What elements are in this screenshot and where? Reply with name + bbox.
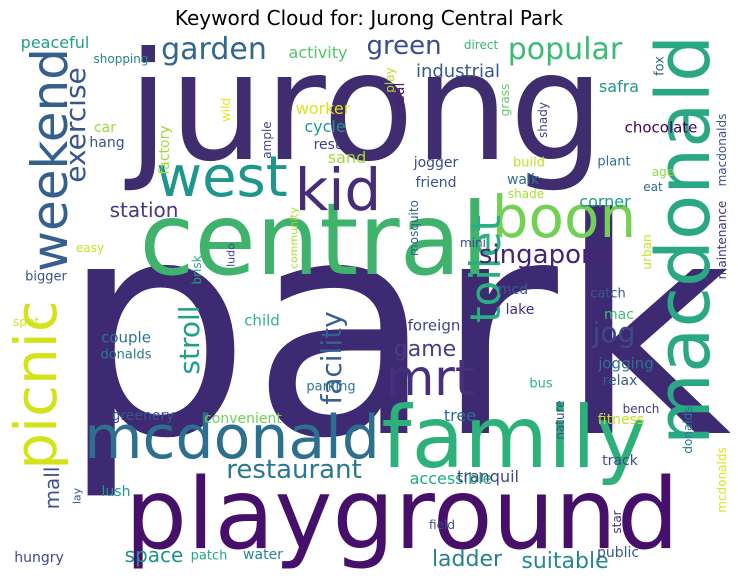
cloud-word-mrt-13: mrt [385, 349, 475, 407]
cloud-word-lay-95: lay [70, 487, 84, 505]
cloud-word-child-71: child [244, 311, 280, 330]
cloud-word-bigger-69: bigger [25, 269, 67, 285]
cloud-word-easy-66: easy [75, 241, 105, 255]
cloud-word-maintenance-52: maintenance [715, 200, 729, 280]
cloud-word-walk-60: walk [506, 172, 540, 188]
cloud-word-park-1: park [60, 155, 730, 504]
cloud-word-station-28: station [109, 198, 179, 222]
cloud-word-singapore-21: singapore [478, 240, 608, 270]
cloud-word-relax-81: relax [602, 373, 638, 389]
cloud-word-jogging-80: jogging [598, 354, 654, 373]
cloud-word-factory-39: factory [157, 125, 173, 175]
cloud-word-track-93: track [602, 453, 638, 469]
cloud-word-mac-78: mac [604, 307, 634, 323]
cloud-word-tree-85: tree [443, 406, 477, 425]
cloud-word-playground-4: playground [124, 458, 680, 572]
cloud-word-mall-29: mall [40, 466, 64, 510]
cloud-word-accessible-91: accessible [409, 469, 493, 488]
cloud-word-fox-48: fox [652, 56, 668, 76]
cloud-word-jurong-2: jurong [127, 35, 605, 195]
cloud-word-west-12: west [156, 145, 288, 210]
cloud-word-tranquil-92: tranquil [457, 467, 519, 486]
cloud-word-shady-47: shady [536, 102, 550, 138]
cloud-word-bus-82: bus [529, 376, 553, 392]
cloud-word-patch-99: patch [190, 548, 228, 564]
cloud-word-donalds-73: donalds [100, 347, 152, 363]
cloud-word-meal-45: meal [392, 82, 408, 118]
cloud-word-sand-36: sand [327, 148, 367, 167]
cloud-word-brisk-67: brisk [190, 255, 204, 285]
cloud-word-convenient-84: convenient [204, 411, 282, 427]
cloud-word-jog-23: jog [592, 316, 636, 349]
cloud-word-kid-11: kid [294, 156, 382, 224]
cloud-word-fitness-87: fitness [597, 412, 645, 428]
cloud-word-restaurant-19: restaurant [226, 455, 362, 485]
cloud-word-field-96: field [429, 518, 455, 532]
cloud-word-ample-42: ample [260, 121, 274, 159]
cloud-word-ludo-68: ludo [224, 243, 238, 267]
cloud-word-stroll-22: stroll [173, 305, 206, 375]
cloud-word-popular-16: popular [507, 35, 623, 67]
cloud-word-donalds-89: donalds [681, 406, 695, 454]
cloud-word-suitable-26: suitable [521, 549, 609, 574]
cloud-word-grass-46: grass [498, 83, 512, 117]
cloud-word-greenery-83: greenery [111, 408, 175, 424]
cloud-word-foreign-74: foreign [407, 316, 461, 335]
cloud-word-direct-44: direct [463, 38, 499, 52]
cloud-word-central-3: central [139, 181, 489, 298]
cloud-word-age-54: age [651, 165, 675, 179]
cloud-word-mosquito-62: mosquito [407, 200, 421, 256]
chart-title: Keyword Cloud for: Jurong Central Park [174, 6, 564, 30]
cloud-word-mcdonald-7: mcdonald [84, 403, 380, 473]
cloud-word-lake-76: lake [505, 302, 535, 318]
cloud-word-urban-64: urban [640, 234, 654, 270]
cloud-word-car-37: car [93, 120, 117, 136]
cloud-word-water-100: water [243, 547, 283, 563]
cloud-word-plant-53: plant [597, 154, 631, 170]
cloud-word-boon-10: boon [491, 183, 637, 251]
cloud-word-jogger-56: jogger [413, 155, 459, 171]
cloud-word-catch-77: catch [590, 286, 626, 302]
cloud-word-nature-86: nature [553, 400, 567, 440]
cloud-word-couple-72: couple [101, 328, 151, 347]
cloud-word-chocolate-50: chocolate [624, 118, 698, 137]
cloud-word-peaceful-32: peaceful [20, 35, 90, 52]
cloud-word-cycle-34: cycle [304, 117, 346, 136]
cloud-word-hang-38: hang [89, 135, 125, 151]
cloud-word-build-57: build [513, 155, 545, 171]
cloud-word-public-101: public [596, 545, 640, 561]
cloud-word-mcdonalds-94: mcdonalds [715, 447, 729, 513]
cloud-word-green-18: green [366, 35, 442, 61]
cloud-word-garden-15: garden [161, 35, 267, 67]
cloud-word-space-27: space [124, 543, 184, 567]
cloud-word-eat-55: eat [643, 180, 663, 194]
word-cloud: park jurong central playground family macdona… [8, 35, 730, 577]
cloud-word-ladder-25: ladder [431, 547, 503, 572]
cloud-word-mini-63: mini [460, 236, 486, 250]
cloud-word-industrial-30: industrial [415, 61, 501, 82]
cloud-word-lush-90: lush [101, 484, 131, 500]
cloud-word-shopping-40: shopping [93, 52, 149, 66]
cloud-word-exercise-17: exercise [59, 67, 92, 183]
cloud-word-star-97: star [610, 510, 624, 534]
cloud-word-friend-59: friend [415, 175, 457, 191]
cloud-word-worker-33: worker [295, 99, 351, 118]
cloud-word-mcd-75: mcd [497, 282, 529, 298]
cloud-word-wild-41: wild [219, 97, 233, 123]
cloud-word-rest-35: rest [313, 137, 341, 153]
cloud-word-macdonalds-51: macdonalds [715, 113, 729, 187]
cloud-word-family-5: family [381, 388, 647, 488]
cloud-word-spot-70: spot [13, 315, 39, 329]
cloud-word-shade-58: shade [507, 187, 545, 201]
cloud-word-safra-49: safra [598, 77, 640, 96]
cloud-word-activity-31: activity [288, 43, 348, 62]
cloud-word-parking-79: parking [306, 379, 356, 395]
cloud-word-hungry-98: hungry [14, 550, 64, 566]
cloud-word-bench-88: bench [622, 402, 660, 416]
cloud-word-corner-61: corner [579, 192, 631, 211]
cloud-word-macdonald-6: macdonald [641, 35, 727, 446]
cloud-word-community-65: community [287, 206, 301, 270]
cloud-word-game-24: game [393, 337, 457, 362]
